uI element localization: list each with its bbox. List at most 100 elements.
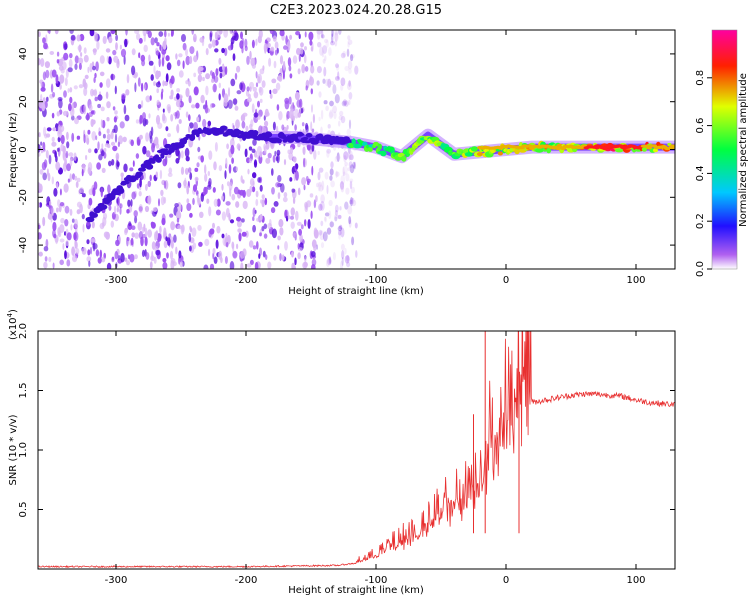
noise-blob: [213, 256, 218, 264]
colorbar-tick-label: 0.6: [695, 118, 706, 134]
noise-blob: [131, 225, 136, 230]
noise-blob: [167, 32, 170, 37]
noise-blob: [95, 249, 100, 257]
ridge-mark: [89, 212, 98, 218]
noise-blob: [133, 73, 138, 79]
noise-blob: [295, 31, 301, 36]
noise-blob: [340, 227, 345, 238]
noise-blob: [62, 145, 66, 155]
noise-blob: [130, 139, 134, 147]
noise-blob: [151, 142, 155, 153]
noise-blob: [58, 230, 62, 238]
noise-blob: [274, 49, 278, 56]
spectrogram-y-axis: -40 -20 0 20 40: [18, 48, 675, 253]
noise-blob: [325, 39, 329, 48]
noise-blob: [262, 250, 266, 258]
noise-blob: [343, 151, 349, 160]
noise-blob: [143, 32, 146, 42]
noise-blob: [300, 108, 304, 114]
noise-blob: [186, 198, 190, 204]
noise-blob: [350, 54, 354, 62]
noise-blob: [220, 256, 223, 264]
noise-blob: [327, 124, 331, 129]
noise-blob: [103, 231, 109, 238]
noise-blob: [40, 58, 45, 67]
noise-blob: [87, 148, 92, 153]
x-tick-label: -300: [105, 575, 128, 586]
noise-blob: [347, 42, 350, 48]
noise-blob: [336, 152, 340, 163]
noise-blob: [248, 158, 253, 164]
noise-blob: [320, 220, 324, 227]
noise-blob: [42, 172, 47, 181]
noise-blob: [312, 113, 315, 124]
noise-blob: [257, 177, 261, 183]
noise-blob: [185, 80, 189, 85]
noise-blob: [126, 209, 130, 214]
noise-blob: [58, 98, 63, 109]
noise-blob: [275, 82, 281, 91]
noise-blob: [326, 259, 330, 267]
noise-blob: [304, 46, 307, 51]
noise-blob: [134, 82, 137, 93]
colorbar-ticks: 0.0 0.2 0.4 0.6 0.8: [695, 70, 712, 277]
noise-blob: [321, 50, 325, 58]
noise-blob: [350, 53, 355, 59]
noise-blob: [252, 172, 257, 179]
noise-blob: [282, 60, 286, 71]
noise-blob: [221, 183, 224, 191]
noise-blob: [327, 257, 332, 266]
noise-blob: [196, 116, 200, 123]
noise-blob: [259, 213, 263, 221]
noise-blob: [63, 52, 69, 61]
noise-blob: [111, 256, 115, 261]
noise-blob: [44, 101, 48, 109]
noise-blob: [89, 62, 93, 73]
noise-blob: [239, 82, 243, 91]
noise-blob: [237, 228, 242, 233]
noise-blob: [322, 58, 326, 64]
noise-blob: [101, 150, 105, 157]
noise-blob: [40, 141, 43, 146]
noise-blob: [292, 232, 297, 239]
noise-blob: [127, 254, 131, 260]
noise-blob: [212, 187, 216, 193]
noise-blob: [309, 193, 314, 198]
noise-blob: [51, 176, 54, 185]
spectrogram-noise: [38, 30, 359, 269]
noise-blob: [163, 180, 167, 189]
noise-blob: [241, 231, 247, 237]
noise-blob: [340, 260, 344, 269]
noise-blob: [296, 47, 301, 56]
noise-blob: [347, 167, 352, 172]
y-tick-label: 0: [18, 146, 29, 152]
noise-blob: [316, 182, 319, 188]
noise-blob: [167, 172, 173, 177]
noise-blob: [251, 103, 255, 114]
noise-blob: [87, 162, 93, 172]
noise-blob: [71, 246, 75, 256]
noise-blob: [326, 150, 330, 158]
noise-blob: [81, 213, 85, 220]
noise-blob: [296, 221, 302, 226]
noise-blob: [148, 113, 151, 119]
noise-blob: [273, 201, 279, 207]
noise-blob: [263, 223, 268, 230]
noise-blob: [162, 115, 167, 124]
noise-blob: [349, 180, 353, 190]
noise-blob: [126, 237, 130, 242]
noise-blob: [289, 34, 293, 40]
noise-blob: [192, 197, 195, 206]
noise-blob: [165, 236, 168, 242]
noise-blob: [263, 115, 266, 121]
noise-blob: [344, 201, 349, 210]
noise-blob: [276, 149, 281, 156]
noise-blob: [156, 88, 159, 94]
noise-blob: [142, 112, 146, 121]
noise-blob: [281, 124, 285, 131]
noise-blob: [252, 245, 257, 250]
ridge-mark: [546, 147, 552, 154]
noise-blob: [213, 161, 217, 171]
noise-blob: [263, 233, 268, 239]
